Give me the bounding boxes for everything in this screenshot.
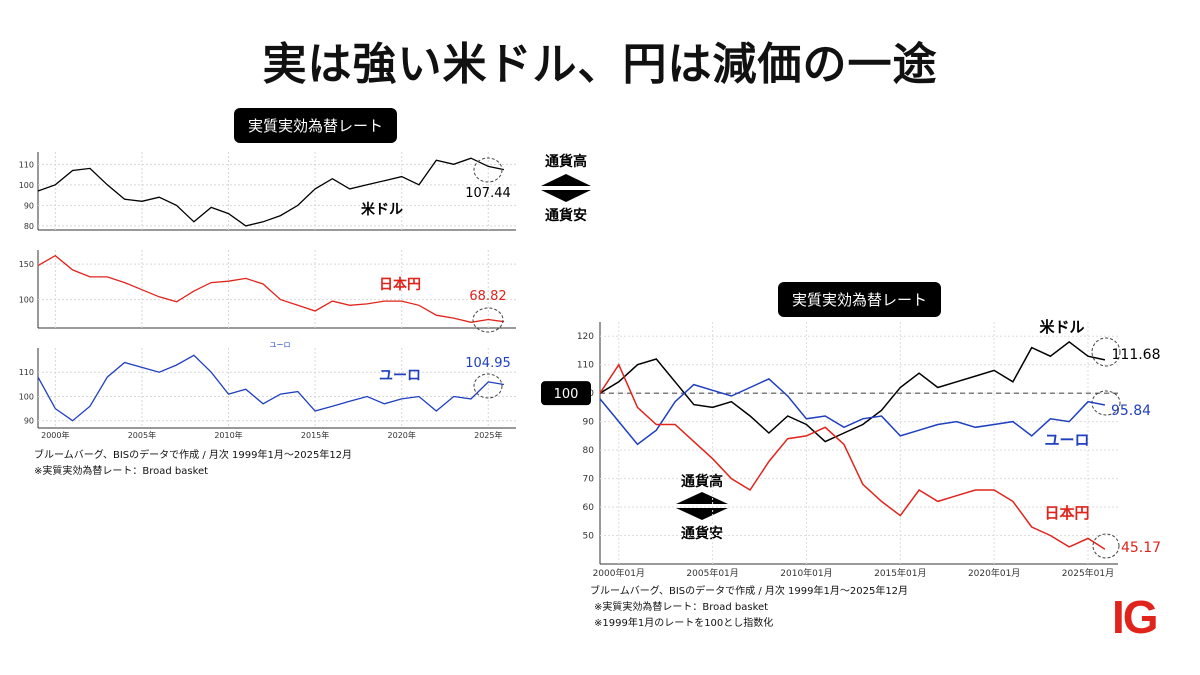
series-line [37, 157, 505, 227]
right-notes: ブルームバーグ、BISのデータで作成 / 月次 1999年1月～2025年12月… [590, 584, 908, 632]
y-tick-label: 100 [19, 181, 34, 190]
reference-badge-label: 100 [554, 387, 579, 402]
last-value-label: 111.68 [1112, 347, 1161, 363]
highlight-circle [1091, 390, 1121, 416]
ig-logo: IG [1112, 591, 1159, 643]
series-line [599, 340, 1106, 443]
y-tick-label: 90 [24, 201, 34, 210]
x-tick-label: 2000年01月 [593, 567, 645, 579]
series-label: 米ドル [1039, 318, 1084, 336]
y-tick-label: 90 [24, 417, 34, 426]
y-tick-label: 70 [583, 475, 595, 485]
x-tick-label: 2025年 [474, 430, 502, 440]
series-line [599, 378, 1106, 446]
x-tick-label: 2005年 [128, 430, 156, 440]
legend-low-right: 通貨安 [681, 525, 723, 542]
y-tick-label: 90 [583, 418, 595, 428]
series-line [37, 354, 505, 422]
last-value-label: 95.84 [1111, 403, 1151, 419]
series-label: 日本円 [1044, 504, 1089, 522]
y-tick-label: 50 [583, 532, 595, 542]
right-note-index: ※1999年1月のレートを100とし指数化 [594, 618, 774, 629]
x-tick-label: 2000年 [41, 430, 69, 440]
x-tick-label: 2010年 [214, 430, 242, 440]
legend-high-right: 通貨高 [681, 473, 723, 490]
last-value-label: 45.17 [1121, 540, 1161, 556]
right-note-source: ブルームバーグ、BISのデータで作成 / 月次 1999年1月～2025年12月 [590, 586, 909, 597]
y-tick-label: 110 [19, 368, 34, 377]
down-arrow-icon [676, 508, 728, 520]
highlight-circle [1091, 337, 1121, 367]
highlight-circle [472, 307, 504, 333]
legend-high-top: 通貨高 [545, 153, 587, 170]
page-title: 実は強い米ドル、円は減価の一途 [262, 39, 938, 90]
left-chart-badge: 実質実効為替レート [234, 108, 398, 143]
y-tick-label: 110 [19, 160, 34, 169]
y-tick-label: 120 [577, 332, 594, 342]
x-tick-label: 2005年01月 [686, 567, 738, 579]
series-label: 米ドル [361, 201, 403, 218]
series-label: ユーロ [379, 368, 421, 384]
left-notes: ブルームバーグ、BISのデータで作成 / 月次 1999年1月～2025年12月… [34, 448, 352, 480]
y-tick-label: 80 [583, 446, 595, 456]
y-tick-label: 60 [583, 503, 595, 513]
up-arrow-icon [676, 492, 728, 504]
panel-small-label: ユーロ [270, 341, 291, 349]
y-tick-label: 100 [19, 392, 34, 401]
left-note-source: ブルームバーグ、BISのデータで作成 / 月次 1999年1月～2025年12月 [34, 450, 353, 461]
right-chart-badge: 実質実効為替レート [778, 282, 942, 317]
highlight-circle [473, 373, 503, 399]
x-tick-label: 2020年 [388, 430, 416, 440]
up-arrow-icon [541, 174, 591, 186]
y-tick-label: 100 [19, 296, 34, 305]
x-tick-label: 2025年01月 [1062, 567, 1114, 579]
x-tick-label: 2015年01月 [874, 567, 926, 579]
last-value-label: 107.44 [465, 186, 511, 201]
last-value-label: 104.95 [465, 356, 511, 371]
series-label: ユーロ [1044, 431, 1089, 449]
series-line [37, 254, 504, 323]
y-tick-label: 110 [577, 361, 594, 371]
highlight-circle [473, 157, 503, 183]
y-tick-label: 80 [24, 222, 34, 231]
x-tick-label: 2010年01月 [780, 567, 832, 579]
highlight-circle [1092, 533, 1120, 559]
last-value-label: 68.82 [469, 289, 506, 304]
right-note-basket: ※実質実効為替レート：Broad basket [594, 602, 769, 613]
legend-low-top: 通貨安 [545, 207, 587, 224]
down-arrow-icon [541, 190, 591, 202]
x-tick-label: 2015年 [301, 430, 329, 440]
series-label: 日本円 [379, 276, 421, 293]
left-note-basket: ※実質実効為替レート：Broad basket [34, 466, 209, 477]
series-line [599, 363, 1106, 550]
reference-badge [541, 381, 591, 406]
x-tick-label: 2020年01月 [968, 567, 1020, 579]
y-tick-label: 150 [19, 260, 34, 269]
